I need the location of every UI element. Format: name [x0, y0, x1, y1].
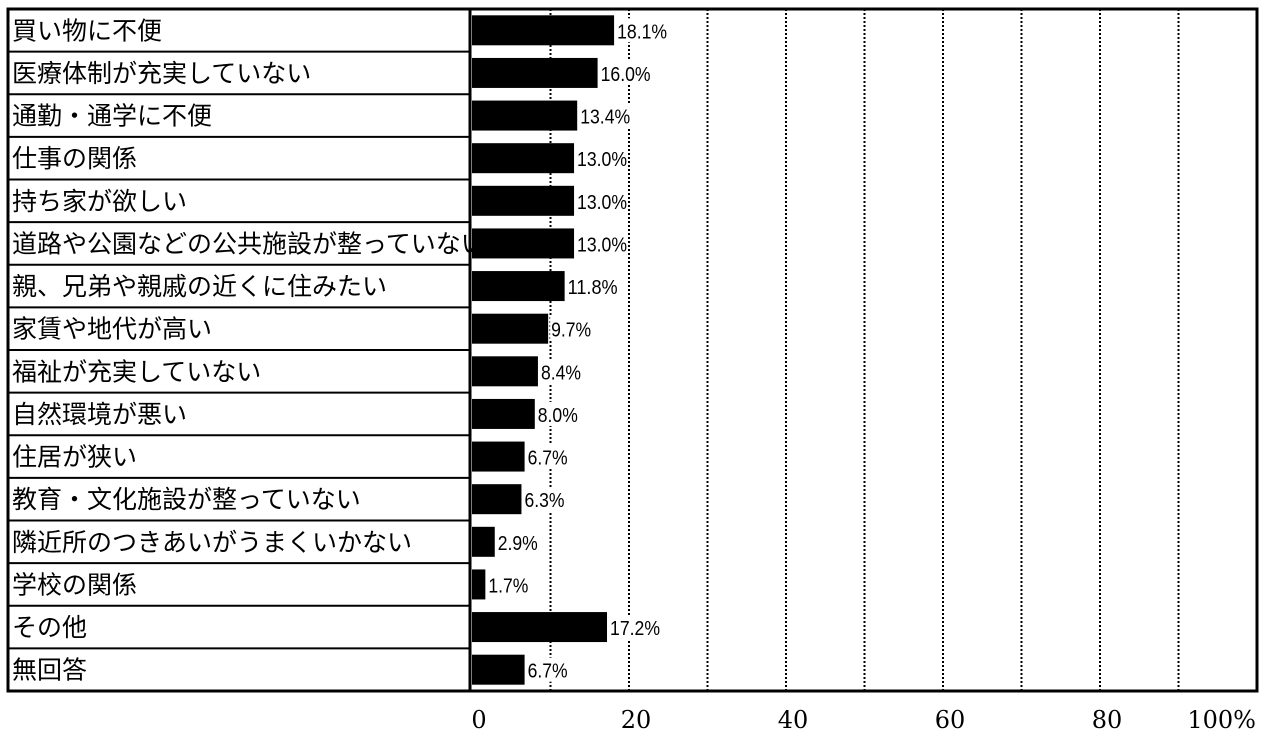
category-label: 仕事の関係	[12, 144, 137, 173]
value-label-backdrop	[566, 274, 618, 299]
value-label: 13.0%	[577, 192, 627, 214]
category-label: 住居が狭い	[12, 443, 137, 472]
value-label: 17.2%	[610, 618, 660, 640]
bar	[472, 143, 575, 174]
value-label-backdrop	[576, 188, 628, 213]
category-label: 学校の関係	[12, 570, 137, 599]
value-label-backdrop	[576, 231, 628, 256]
bar	[472, 100, 578, 131]
value-label-backdrop	[487, 572, 529, 597]
bars	[472, 15, 615, 685]
bar	[472, 313, 549, 344]
bar	[472, 15, 615, 46]
bar	[472, 441, 525, 472]
value-label-backdrop	[616, 18, 668, 43]
category-label: 持ち家が欲しい	[12, 187, 187, 216]
value-label: 13.0%	[577, 149, 627, 171]
chart-frame	[6, 7, 1259, 693]
category-label: 自然環境が悪い	[12, 400, 187, 429]
category-label: その他	[12, 613, 87, 642]
x-tick-label: 80	[1092, 706, 1123, 731]
category-label: 教育・文化施設が整っていない	[12, 485, 361, 514]
bar	[472, 185, 575, 216]
value-label: 9.7%	[551, 320, 591, 342]
value-label-backdrop	[523, 487, 565, 512]
bar	[472, 398, 535, 429]
value-label: 11.8%	[568, 277, 618, 299]
value-label: 6.7%	[528, 661, 568, 683]
value-label: 13.4%	[580, 107, 630, 129]
value-label-backdrop	[599, 60, 651, 85]
value-label-backdrop	[609, 615, 661, 640]
outer-border	[6, 7, 1259, 693]
value-label-backdrop	[576, 146, 628, 171]
value-label: 8.4%	[541, 362, 581, 384]
value-label-backdrop	[550, 316, 591, 341]
category-label: 隣近所のつきあいがうまくいかない	[12, 528, 412, 557]
value-labels: 18.1% 16.0% 13.4% 13.0% 13.0% 13.0% 11.8% 9.7% 8…	[487, 18, 668, 683]
x-tick-label: 20	[621, 706, 652, 731]
category-label: 買い物に不便	[12, 16, 162, 45]
category-labels: 買い物に不便医療体制が充実していない通勤・通学に不便仕事の関係持ち家が欲しい道路…	[8, 16, 486, 685]
value-label-backdrop	[526, 657, 568, 682]
x-tick-label: 60	[935, 706, 966, 731]
bar	[472, 356, 538, 387]
category-label: 親、兄弟や親戚の近くに住みたい	[12, 272, 387, 301]
category-label: 道路や公園などの公共施設が整っていない	[12, 229, 486, 258]
bar	[472, 271, 565, 302]
bar	[472, 569, 486, 600]
value-label: 2.9%	[498, 533, 538, 555]
value-label: 8.0%	[538, 405, 578, 427]
value-label: 18.1%	[617, 21, 667, 43]
bar	[472, 654, 525, 685]
bar	[472, 57, 598, 88]
value-label: 6.3%	[524, 490, 564, 512]
bar	[472, 484, 522, 515]
category-label: 無回答	[12, 656, 87, 685]
value-label-backdrop	[526, 444, 568, 469]
x-tick-label: 100%	[1187, 706, 1256, 731]
value-label-backdrop	[536, 401, 578, 426]
category-label: 通勤・通学に不便	[12, 102, 212, 131]
category-label: 医療体制が充実していない	[12, 59, 311, 88]
value-label-backdrop	[539, 359, 581, 384]
value-label: 6.7%	[528, 448, 568, 470]
value-label-backdrop	[496, 529, 538, 554]
category-label: 家賃や地代が高い	[12, 315, 212, 344]
bar	[472, 526, 495, 557]
bar	[472, 612, 608, 643]
x-axis-tick-labels: 0 20 40 60 80 100%	[471, 706, 1256, 731]
x-tick-label: 0	[471, 706, 486, 731]
x-tick-label: 40	[778, 706, 809, 731]
value-label: 1.7%	[488, 575, 528, 597]
value-label: 16.0%	[601, 64, 651, 86]
category-label: 福祉が充実していない	[12, 357, 261, 386]
value-label: 13.0%	[577, 234, 627, 256]
value-label-backdrop	[579, 103, 631, 128]
bar	[472, 228, 575, 259]
